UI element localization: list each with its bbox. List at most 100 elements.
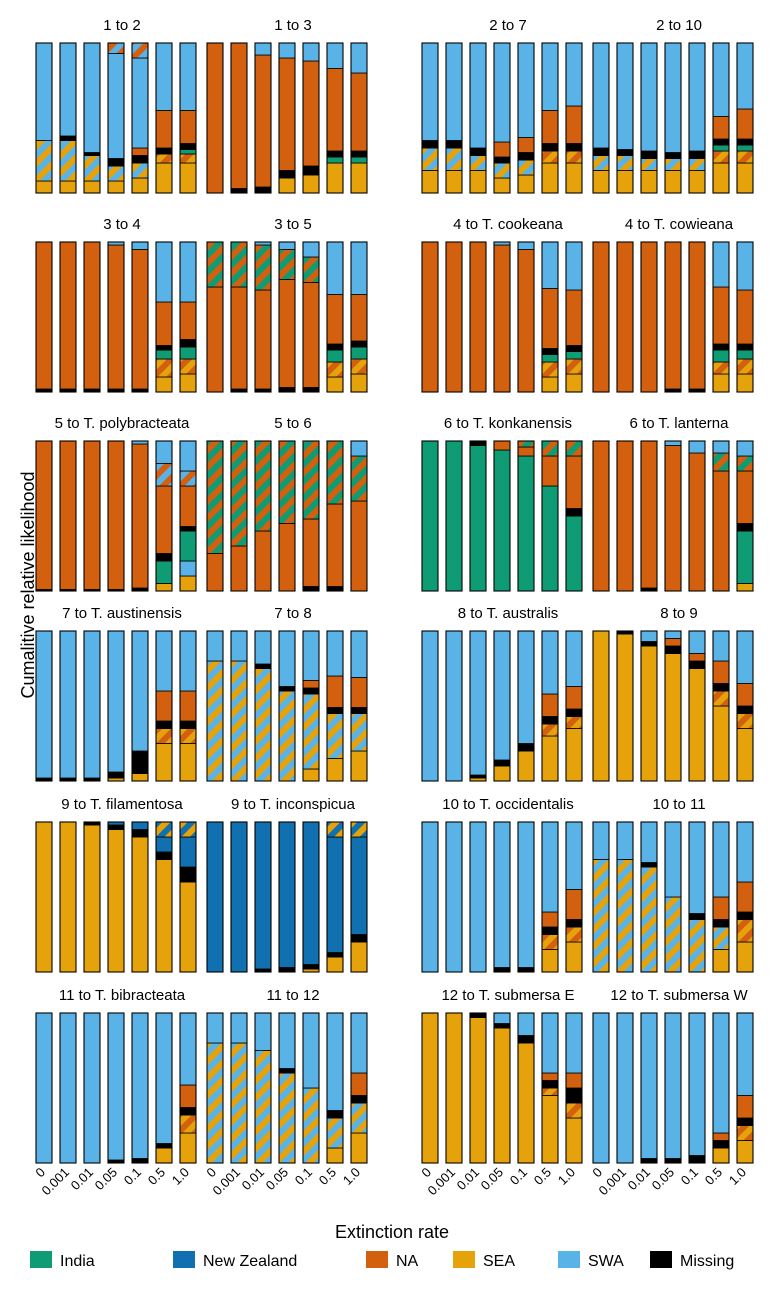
bar-outline xyxy=(254,821,272,973)
bar-outline xyxy=(83,1012,101,1164)
bar-outline xyxy=(493,1012,511,1164)
panel-5-to-6: 5 to 6 xyxy=(206,415,368,592)
bar-0 xyxy=(592,1012,610,1164)
x-tick-label: 0.01 xyxy=(68,1165,97,1194)
bar-outline xyxy=(350,241,368,393)
bar-segment-swa xyxy=(712,630,730,662)
bar-segment-swa xyxy=(35,1012,53,1164)
bar-segment-missing xyxy=(83,152,101,156)
bar-0.01 xyxy=(83,630,101,782)
bar-outline xyxy=(736,241,754,393)
panel-2-to-7: 2 to 7 xyxy=(421,17,583,194)
bar-outline xyxy=(83,440,101,592)
bar-segment-india xyxy=(350,346,368,360)
bar-segment-missing xyxy=(712,683,730,692)
bar-segment-missing xyxy=(493,1023,511,1029)
bar-outline xyxy=(616,241,634,393)
bar-segment-sea xyxy=(469,170,487,194)
bar-segment-india-na xyxy=(254,440,272,532)
bar-outline xyxy=(230,821,248,973)
bar-segment-sea xyxy=(179,575,197,592)
bar-segment-missing xyxy=(302,165,320,176)
panel-title: 7 to 8 xyxy=(274,605,312,622)
bar-segment-sea xyxy=(736,941,754,973)
bar-outline xyxy=(302,42,320,194)
bar-outline xyxy=(155,440,173,592)
bar-segment-missing xyxy=(493,967,511,973)
bar-0.5 xyxy=(712,440,730,592)
bar-segment-missing xyxy=(664,645,682,654)
bar-segment-swa xyxy=(712,821,730,898)
bar-outline xyxy=(616,440,634,592)
panel-10-to-t-occidentalis: 10 to T. occidentalis xyxy=(421,796,583,973)
bar-segment-sea xyxy=(302,768,320,782)
bar-segment-sea xyxy=(131,836,149,973)
bar-segment-na-sea xyxy=(179,153,197,164)
bar-segment-sea xyxy=(179,1132,197,1164)
bar-1.0 xyxy=(179,241,197,393)
panel-8-to-t-australis: 8 to T. australis xyxy=(421,605,583,782)
bar-segment-swa-sea xyxy=(493,162,511,179)
bar-segment-india-na xyxy=(326,440,344,505)
bar-segment-na-sea xyxy=(712,690,730,707)
bar-outline xyxy=(179,630,197,782)
bar-segment-swa xyxy=(493,42,511,143)
bar-outline xyxy=(35,630,53,782)
bar-segment-na xyxy=(712,286,730,345)
bar-0.01 xyxy=(469,630,487,782)
panel-3-to-5: 3 to 5 xyxy=(206,216,368,393)
bar-segment-na xyxy=(688,241,706,390)
bar-outline xyxy=(541,1012,559,1164)
legend: India New Zealand NA SEA SWA Missing xyxy=(30,1251,734,1270)
bar-outline xyxy=(131,1012,149,1164)
bar-segment-sea xyxy=(541,949,559,973)
bar-outline xyxy=(206,1012,224,1164)
bar-segment-swa xyxy=(736,1012,754,1096)
x-tick-label: 0.001 xyxy=(39,1165,73,1199)
bar-0.5 xyxy=(326,440,344,592)
bar-outline xyxy=(640,440,658,592)
bar-outline xyxy=(107,42,125,194)
bar-segment-india-na xyxy=(254,244,272,291)
x-axis-label: Extinction rate xyxy=(335,1222,449,1242)
bar-segment-swa xyxy=(179,241,197,303)
panel-title: 10 to T. occidentalis xyxy=(442,796,573,813)
bar-outline xyxy=(350,1012,368,1164)
bar-outline xyxy=(155,241,173,393)
bar-segment-swa-sea xyxy=(254,1050,272,1164)
bar-segment-missing xyxy=(278,387,296,393)
bar-segment-india xyxy=(179,149,197,155)
bar-0.05 xyxy=(664,42,682,194)
x-tick-label: 0.001 xyxy=(210,1165,244,1199)
bar-segment-missing xyxy=(131,155,149,164)
bar-segment-new-zealand xyxy=(179,836,197,868)
bar-1.0 xyxy=(350,630,368,782)
bar-0.1 xyxy=(688,241,706,393)
bar-segment-swa xyxy=(206,1012,224,1044)
bar-0.1 xyxy=(302,42,320,194)
bar-segment-missing xyxy=(565,708,583,717)
bar-segment-missing xyxy=(350,707,368,714)
legend-item-india: India xyxy=(30,1251,95,1270)
bar-segment-swa xyxy=(517,821,535,968)
bar-segment-swa xyxy=(179,440,197,472)
bar-segment-na xyxy=(230,42,248,189)
bar-segment-missing xyxy=(278,170,296,179)
bar-segment-india-na xyxy=(736,455,754,472)
bar-segment-sea xyxy=(541,376,559,393)
bar-0.1 xyxy=(131,440,149,592)
bar-0.05 xyxy=(107,1012,125,1164)
bar-segment-na xyxy=(445,241,463,393)
bar-outline xyxy=(302,821,320,973)
bar-outline xyxy=(326,241,344,393)
bar-segment-na-swa xyxy=(131,42,149,59)
bar-segment-swa xyxy=(592,1012,610,1164)
bar-0.5 xyxy=(155,630,173,782)
panel-title: 3 to 5 xyxy=(274,216,312,233)
bar-outline xyxy=(131,821,149,973)
bar-0.05 xyxy=(107,241,125,393)
bar-segment-swa-sea xyxy=(469,155,487,171)
bar-segment-swa xyxy=(640,1012,658,1159)
bar-segment-sea xyxy=(640,170,658,194)
bar-segment-sea xyxy=(155,859,173,973)
